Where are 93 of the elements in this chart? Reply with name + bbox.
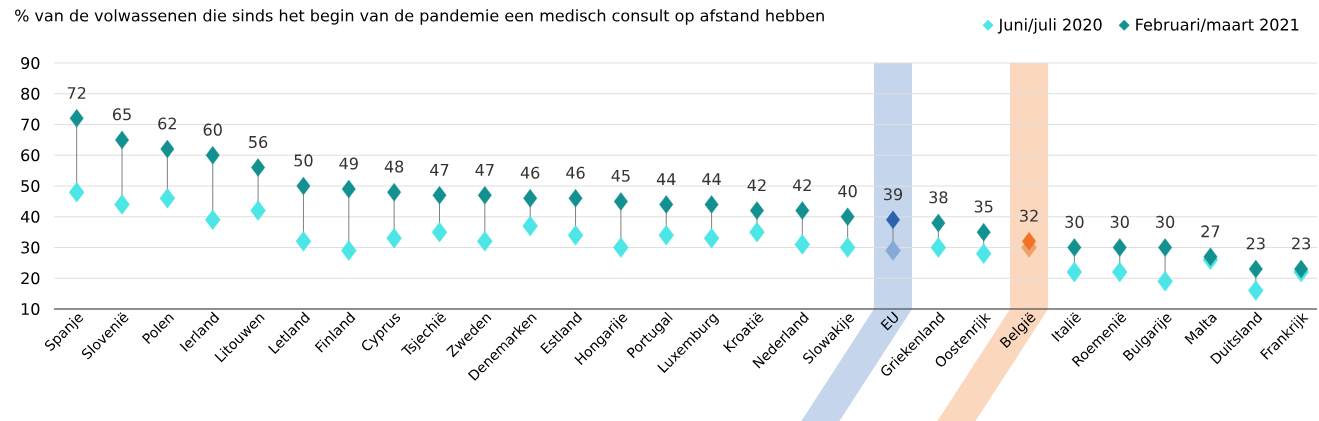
point — [68, 181, 85, 203]
point — [1067, 238, 1082, 257]
point — [477, 231, 493, 252]
data-label: 48 — [384, 160, 404, 173]
point — [613, 237, 629, 258]
point — [931, 213, 946, 233]
data-label: 23 — [1292, 237, 1311, 250]
point — [794, 234, 810, 255]
point — [658, 225, 674, 246]
data-label: 46 — [566, 166, 585, 179]
point — [749, 221, 765, 243]
point — [523, 189, 538, 208]
point — [1022, 232, 1036, 251]
point — [432, 186, 447, 205]
data-label: 32 — [1020, 209, 1038, 222]
data-label: 27 — [1201, 225, 1220, 238]
chart-title: % van de volwassenen die sinds het begin van de pandemie een medisch consult op afstand hebben — [15, 9, 824, 25]
point — [1066, 261, 1083, 283]
y-tick-label: 80 — [21, 87, 40, 100]
point — [840, 207, 855, 226]
y-tick-label: 90 — [21, 56, 40, 70]
point — [296, 176, 311, 196]
data-label: 30 — [1110, 215, 1129, 228]
point — [341, 240, 357, 261]
data-label: 60 — [203, 123, 222, 136]
point — [69, 109, 84, 128]
point — [341, 179, 356, 199]
point — [885, 240, 901, 261]
point — [114, 194, 130, 215]
legend-label: Juni/juli 2020 — [997, 18, 1102, 34]
data-label: 50 — [294, 154, 313, 167]
point — [1157, 271, 1173, 292]
point — [1203, 247, 1218, 266]
data-label: 47 — [475, 164, 494, 176]
y-tick-label: 40 — [20, 210, 40, 223]
data-label: 23 — [1246, 237, 1265, 250]
point — [704, 195, 719, 214]
data-label: 44 — [656, 173, 676, 185]
point — [250, 200, 266, 221]
point — [976, 243, 992, 264]
data-label: 39 — [884, 188, 903, 201]
point — [930, 237, 947, 258]
point — [159, 188, 176, 209]
point — [567, 225, 584, 246]
data-label: 42 — [792, 179, 811, 192]
point — [522, 215, 538, 237]
point — [115, 130, 129, 150]
point — [295, 231, 312, 252]
point — [205, 209, 221, 231]
point — [205, 146, 220, 165]
data-label: 38 — [929, 191, 948, 204]
point — [839, 237, 856, 258]
point — [1248, 280, 1264, 301]
point — [568, 189, 583, 208]
data-label: 49 — [339, 157, 358, 170]
data-label: 72 — [67, 86, 86, 99]
y-tick-label: 70 — [21, 118, 40, 131]
data-label: 47 — [430, 164, 449, 176]
data-label: 44 — [702, 173, 721, 185]
point — [386, 228, 402, 249]
data-label: 40 — [838, 185, 857, 198]
y-tick-label: 60 — [21, 149, 40, 162]
data-label: 42 — [747, 179, 766, 192]
data-label: 35 — [974, 200, 993, 213]
point — [1294, 259, 1309, 279]
data-label: 30 — [1156, 215, 1175, 228]
point — [613, 192, 628, 211]
y-tick-label: 10 — [21, 302, 40, 316]
point — [886, 210, 900, 230]
point — [795, 201, 810, 220]
data-label: 45 — [611, 169, 630, 182]
point — [749, 201, 764, 220]
point — [1112, 238, 1127, 257]
point — [1158, 238, 1173, 257]
y-tick-label: 50 — [21, 179, 40, 193]
point — [431, 221, 448, 243]
point — [1248, 259, 1263, 279]
data-label: 56 — [249, 135, 268, 149]
point — [387, 182, 402, 202]
y-tick-label: 30 — [21, 241, 40, 254]
point — [477, 186, 492, 205]
legend-label: Februari/maart 2021 — [1136, 18, 1299, 32]
point — [703, 228, 720, 249]
data-label: 62 — [158, 117, 176, 130]
data-label: 46 — [520, 166, 540, 179]
y-tick-label: 20 — [21, 272, 40, 285]
point — [659, 195, 674, 214]
point — [976, 222, 991, 242]
point — [1112, 261, 1128, 283]
data-label: 30 — [1065, 215, 1084, 228]
data-label: 65 — [112, 108, 131, 121]
point — [251, 158, 266, 177]
point — [160, 139, 175, 159]
